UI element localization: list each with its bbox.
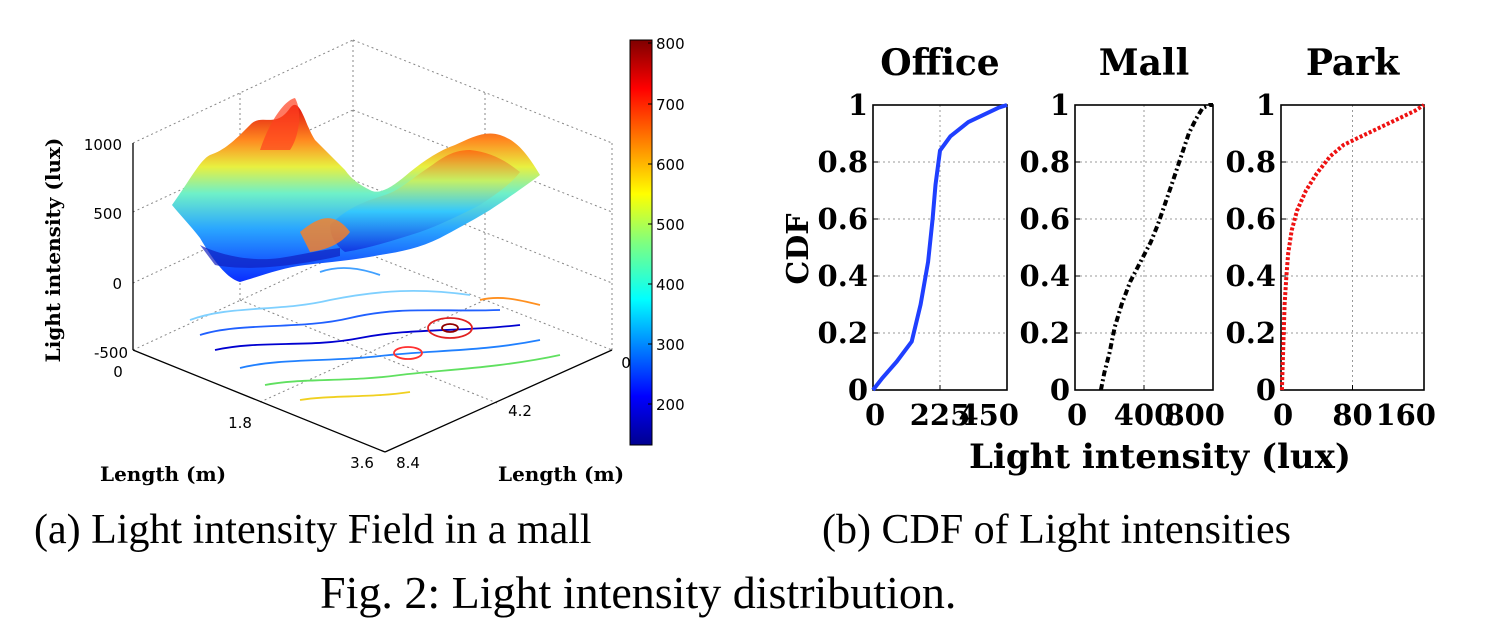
x-tick-label: 450 — [958, 398, 1019, 432]
colorbar-tick-600: 600 — [656, 156, 685, 174]
cdf-subplot-park: Park 0 80 160 0 0.2 0.4 0.6 0.8 1 — [1226, 42, 1436, 432]
cdf-line-park — [1279, 103, 1426, 391]
x-tick-label: 0 — [1273, 398, 1293, 432]
z-tick-0: 0 — [112, 275, 122, 293]
cdf-x-axis-label: Light intensity (lux) — [969, 437, 1351, 477]
y-tick-label: 0.4 — [1226, 259, 1276, 293]
y-tick-label: 0.2 — [818, 316, 868, 350]
z-tick-neg500: -500 — [94, 344, 128, 362]
x-tick-0: 0 — [113, 363, 123, 381]
x-tick-label: 800 — [1164, 398, 1225, 432]
y-tick-label: 0.8 — [1226, 145, 1276, 179]
surface-plot-panel: 1000 500 0 -500 0 1.8 3.6 8.4 4.2 0 Ligh… — [41, 35, 685, 486]
y-axis-label: Length (m) — [498, 462, 624, 486]
colorbar-tick-200: 200 — [656, 396, 685, 414]
subplot-title: Park — [1306, 42, 1400, 84]
y-tick-4.2: 4.2 — [508, 402, 532, 420]
colorbar: 800 700 600 500 400 300 200 — [629, 35, 685, 446]
cdf-line-mall — [1098, 103, 1213, 391]
cdf-y-axis-label: CDF — [781, 213, 816, 284]
plot-frame — [1280, 104, 1425, 391]
cdf-line-office — [871, 103, 1008, 392]
colorbar-tick-500: 500 — [656, 216, 685, 234]
x-tick-label: 400 — [1114, 398, 1175, 432]
y-tick-label: 0.6 — [1020, 202, 1070, 236]
colorbar-tick-300: 300 — [656, 336, 685, 354]
y-tick-label: 0.2 — [1020, 316, 1070, 350]
y-tick-label: 0 — [848, 373, 868, 407]
y-tick-label: 0.4 — [818, 259, 868, 293]
y-tick-labels: 8.4 4.2 0 — [396, 354, 631, 472]
y-tick-0: 0 — [621, 354, 631, 372]
y-tick-label: 1 — [1256, 88, 1276, 122]
x-tick-label: 225 — [910, 398, 971, 432]
contour-projection — [189, 267, 561, 401]
y-tick-label: 1 — [848, 88, 868, 122]
surface-mesh — [172, 98, 540, 282]
y-tick-label: 0.8 — [1020, 145, 1070, 179]
x-tick-3.6: 3.6 — [350, 454, 374, 472]
y-tick-label: 0.6 — [818, 202, 868, 236]
x-tick-labels: 0 1.8 3.6 — [113, 363, 374, 472]
z-tick-1000: 1000 — [84, 136, 122, 154]
y-tick-label: 0 — [1256, 373, 1276, 407]
z-tick-500: 500 — [93, 205, 122, 223]
subplot-title: Mall — [1099, 42, 1190, 84]
y-tick-label: 0.4 — [1020, 259, 1070, 293]
colorbar-tick-800: 800 — [656, 35, 685, 53]
x-tick-label: 0 — [1067, 398, 1087, 432]
y-tick-label: 0.6 — [1226, 202, 1276, 236]
x-tick-label: 0 — [865, 398, 885, 432]
y-tick-label: 0.8 — [818, 145, 868, 179]
surface-axes — [132, 143, 613, 453]
plot-frame — [1074, 104, 1214, 391]
caption-a: (a) Light intensity Field in a mall — [34, 507, 592, 553]
x-axis-label: Length (m) — [100, 462, 226, 486]
x-tick-1.8: 1.8 — [228, 414, 252, 432]
y-tick-8.4: 8.4 — [396, 454, 420, 472]
colorbar-gradient — [629, 39, 653, 446]
figure-caption: Fig. 2: Light intensity distribution. — [320, 567, 957, 618]
y-tick-label: 0 — [1050, 373, 1070, 407]
x-tick-label: 80 — [1332, 398, 1372, 432]
z-tick-labels: 1000 500 0 -500 — [84, 136, 128, 362]
y-tick-label: 1 — [1050, 88, 1070, 122]
subplot-title: Office — [880, 42, 999, 84]
x-tick-label: 160 — [1375, 398, 1436, 432]
caption-b: (b) CDF of Light intensities — [822, 507, 1291, 553]
z-axis-label: Light intensity (lux) — [41, 138, 65, 363]
colorbar-tick-400: 400 — [656, 276, 685, 294]
colorbar-tick-700: 700 — [656, 96, 685, 114]
y-tick-label: 0.2 — [1226, 316, 1276, 350]
